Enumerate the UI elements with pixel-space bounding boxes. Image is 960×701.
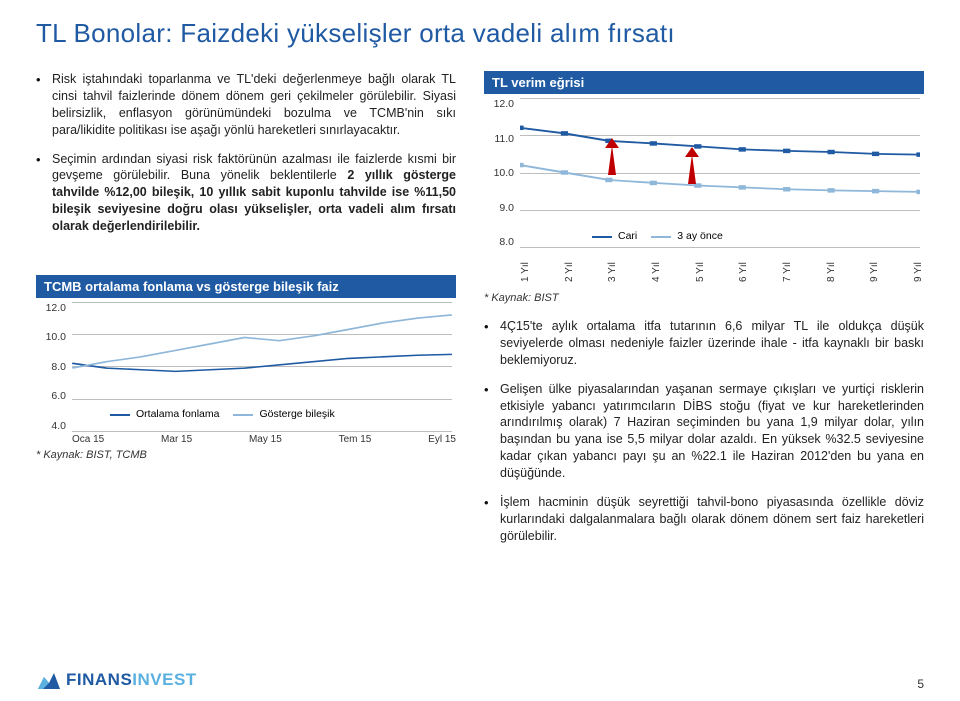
logo-icon — [36, 669, 62, 691]
brand-logo: FINANSINVEST — [36, 669, 197, 691]
page-title: TL Bonolar: Faizdeki yükselişler orta va… — [36, 18, 924, 49]
bullet-item: İşlem hacminin düşük seyrettiği tahvil-b… — [484, 494, 924, 545]
chart1-plot: Cari 3 ay önce — [520, 98, 920, 248]
chart2-legend: Ortalama fonlama Gösterge bileşik — [110, 408, 335, 420]
up-arrow-icon — [608, 145, 616, 175]
up-arrow-icon — [688, 154, 696, 184]
bullet-item: Gelişen ülke piyasalarından yaşanan serm… — [484, 381, 924, 482]
chart2-title: TCMB ortalama fonlama vs gösterge bileşi… — [36, 275, 456, 298]
chart2-area: 12.0 10.0 8.0 6.0 4.0 — [36, 302, 456, 432]
chart1-note: * Kaynak: BIST — [484, 292, 924, 304]
chart2-note: * Kaynak: BIST, TCMB — [36, 449, 456, 461]
right-bullets: 4Ç15'te aylık ortalama itfa tutarının 6,… — [484, 318, 924, 545]
bullet-item: Seçimin ardından siyasi risk faktörünün … — [36, 151, 456, 235]
chart2-xlabels: Oca 15 Mar 15 May 15 Tem 15 Eyl 15 — [36, 434, 456, 445]
page-number: 5 — [917, 677, 924, 691]
bullet-item: 4Ç15'te aylık ortalama itfa tutarının 6,… — [484, 318, 924, 369]
chart1-area: 12.0 11.0 10.0 9.0 8.0 — [484, 98, 924, 248]
chart2-plot: Ortalama fonlama Gösterge bileşik — [72, 302, 452, 432]
chart1-title: TL verim eğrisi — [484, 71, 924, 94]
chart1-legend: Cari 3 ay önce — [592, 230, 723, 242]
brand-text: FINANSINVEST — [66, 670, 197, 690]
left-bullets: Risk iştahındaki toparlanma ve TL'deki d… — [36, 71, 456, 235]
chart1-xlabels: 1 Yıl 2 Yıl 3 Yıl 4 Yıl 5 Yıl 6 Yıl 7 Yı… — [484, 252, 924, 282]
bullet-text: Risk iştahındaki toparlanma ve TL'deki d… — [52, 72, 456, 137]
chart2-ylabels: 12.0 10.0 8.0 6.0 4.0 — [36, 302, 70, 432]
chart1-ylabels: 12.0 11.0 10.0 9.0 8.0 — [484, 98, 518, 248]
chart1-svg — [520, 98, 920, 247]
bullet-item: Risk iştahındaki toparlanma ve TL'deki d… — [36, 71, 456, 139]
